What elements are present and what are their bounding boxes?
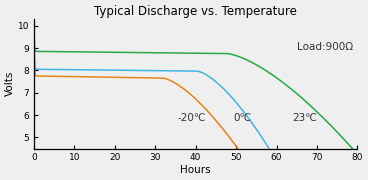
Text: 23℃: 23℃ <box>293 113 317 123</box>
Y-axis label: Volts: Volts <box>5 71 15 96</box>
Title: Typical Discharge vs. Temperature: Typical Discharge vs. Temperature <box>94 5 297 18</box>
X-axis label: Hours: Hours <box>180 165 211 175</box>
Text: -20℃: -20℃ <box>177 113 206 123</box>
Text: Load:900Ω: Load:900Ω <box>297 42 353 52</box>
Text: 0℃: 0℃ <box>233 113 251 123</box>
